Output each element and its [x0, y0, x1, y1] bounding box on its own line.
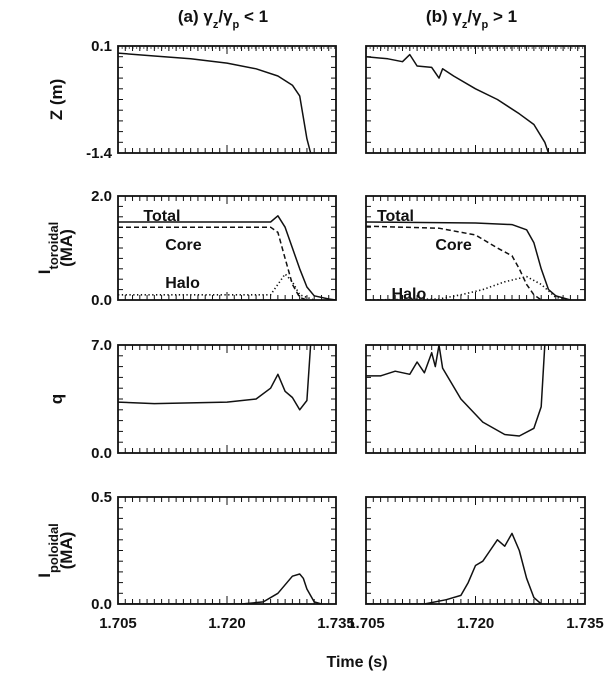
header-rel-text: < 1: [239, 7, 268, 26]
panel-frame: [365, 496, 586, 605]
axis-ticks: [117, 45, 337, 154]
y-label-main: I: [35, 573, 54, 578]
series-line: [366, 345, 546, 437]
panel-z-a: [117, 45, 337, 154]
axis-ticks: [117, 344, 337, 454]
header-sub1-text: z: [213, 19, 219, 31]
x-tick-label: 1.735: [566, 615, 604, 632]
y-tick-label: 0.0: [91, 292, 112, 309]
header-sub2-text: p: [482, 19, 489, 31]
header-slash-text: /: [467, 7, 472, 26]
header-gamma-text: γ: [452, 7, 462, 26]
x-tick-label: 1.735: [317, 615, 355, 632]
panel-z-b: [365, 45, 586, 154]
series-line: [366, 532, 542, 604]
series-line: [366, 53, 550, 153]
panel-frame: [117, 344, 337, 454]
series-line: [118, 345, 312, 411]
header-gamma-text: γ: [203, 7, 213, 26]
panel-frame: [117, 496, 337, 605]
y-tick-label: 7.0: [91, 337, 112, 354]
panel-frame: [117, 45, 337, 154]
curve-label-total: Total: [143, 208, 180, 225]
panel-q-b: [365, 344, 586, 454]
header-gamma-text: γ: [472, 7, 482, 26]
axis-ticks: [117, 496, 337, 605]
panel-q-a: [117, 344, 337, 454]
x-tick-label: 1.705: [347, 615, 385, 632]
y-axis-label-ipol: Ipoloidal(MA): [35, 523, 76, 578]
series-line-halo: [366, 275, 571, 300]
axis-ticks: [365, 344, 586, 454]
header-sub1-text: z: [462, 19, 468, 31]
y-tick-label: 0.5: [91, 489, 112, 506]
series-line-core: [366, 225, 542, 300]
y-tick-label: 0.0: [91, 596, 112, 613]
y-label-sub: poloidal: [46, 523, 61, 573]
y-label-units: (MA): [57, 229, 76, 267]
series-line-total: [366, 221, 571, 300]
svg-text:Itoroidal: Itoroidal: [35, 222, 61, 274]
series-line-total: [118, 215, 336, 300]
header-sub2-text: p: [233, 19, 240, 31]
header-prefix-text: (a): [178, 7, 204, 26]
curve-label-total: Total: [377, 208, 414, 225]
x-tick-label: 1.720: [457, 615, 495, 632]
column-header-b: (b) γz/γp > 1: [426, 7, 517, 31]
header-slash-text: /: [218, 7, 223, 26]
panel-itor-a: Total Core Halo: [117, 195, 337, 301]
x-axis-title: Time (s): [326, 654, 387, 671]
y-tick-label: -1.4: [86, 145, 113, 162]
axis-ticks: [365, 45, 586, 154]
panel-frame: [365, 45, 586, 154]
series-line: [118, 52, 312, 153]
curve-label-halo: Halo: [165, 275, 200, 292]
panel-ipol-a: [117, 496, 337, 605]
panel-itor-b: Total Core Halo: [365, 195, 586, 303]
panel-frame: [365, 195, 586, 301]
y-label-units: (MA): [57, 532, 76, 570]
header-rel-text: > 1: [488, 7, 517, 26]
series-line-core: [118, 226, 308, 300]
header-gamma-text: γ: [223, 7, 233, 26]
panel-frame: [365, 344, 586, 454]
y-label-main: Z (m): [47, 79, 66, 121]
y-tick-label: 0.1: [91, 38, 112, 55]
series-line-halo: [118, 273, 315, 300]
svg-text:Ipoloidal: Ipoloidal: [35, 523, 61, 578]
y-axis-label-itor: Itoroidal(MA): [35, 222, 76, 274]
y-tick-label: 2.0: [91, 188, 112, 205]
y-axis-label-q: q: [47, 394, 66, 404]
curve-label-core: Core: [165, 237, 202, 254]
y-label-main: q: [47, 394, 66, 404]
x-tick-label: 1.705: [99, 615, 137, 632]
column-header-a: (a) γz/γp < 1: [178, 7, 268, 31]
axis-ticks: [365, 496, 586, 605]
curve-label-halo: Halo: [392, 286, 427, 303]
panel-ipol-b: [365, 496, 586, 605]
y-tick-label: 0.0: [91, 445, 112, 462]
panel-frame: [117, 195, 337, 301]
header-prefix-text: (b): [426, 7, 452, 26]
curve-label-core: Core: [435, 237, 472, 254]
y-label-sub: toroidal: [46, 222, 61, 270]
y-axis-label-z: Z (m): [47, 79, 66, 121]
series-line: [118, 573, 322, 604]
y-label-main: I: [35, 269, 54, 274]
x-tick-label: 1.720: [208, 615, 246, 632]
